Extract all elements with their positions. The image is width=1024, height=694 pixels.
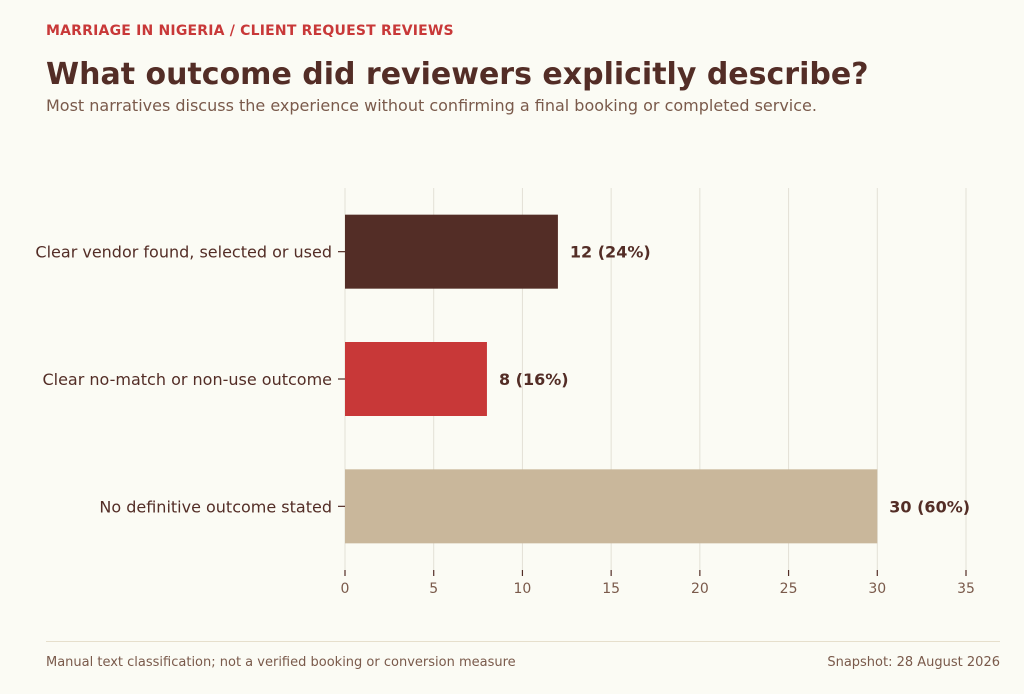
footer-divider <box>46 641 1000 642</box>
footer-note: Manual text classification; not a verifi… <box>46 655 516 670</box>
chart-title: What outcome did reviewers explicitly de… <box>46 57 869 92</box>
x-tick-label-3: 15 <box>602 581 620 597</box>
footer-snapshot: Snapshot: 28 August 2026 <box>827 655 1000 670</box>
x-tick-label-5: 25 <box>780 581 798 597</box>
data-label-1: 8 (16%) <box>499 370 569 389</box>
data-label-0: 12 (24%) <box>570 243 651 262</box>
category-label-0: Clear vendor found, selected or used <box>35 243 332 262</box>
bar-1 <box>345 342 487 416</box>
chart-subtitle: Most narratives discuss the experience w… <box>46 96 817 115</box>
x-tick-label-0: 0 <box>341 581 350 597</box>
bar-0 <box>345 214 558 289</box>
data-label-2: 30 (60%) <box>889 497 970 516</box>
x-tick-label-2: 10 <box>514 581 532 597</box>
x-tick-label-7: 35 <box>957 581 975 597</box>
x-tick-label-6: 30 <box>868 581 886 597</box>
category-label-2: No definitive outcome stated <box>99 497 332 516</box>
category-label-1: Clear no-match or non-use outcome <box>42 370 332 389</box>
x-tick-label-1: 5 <box>429 581 438 597</box>
x-tick-label-4: 20 <box>691 581 709 597</box>
chart-kicker: MARRIAGE IN NIGERIA / CLIENT REQUEST REV… <box>46 23 454 39</box>
bar-2 <box>345 469 878 544</box>
